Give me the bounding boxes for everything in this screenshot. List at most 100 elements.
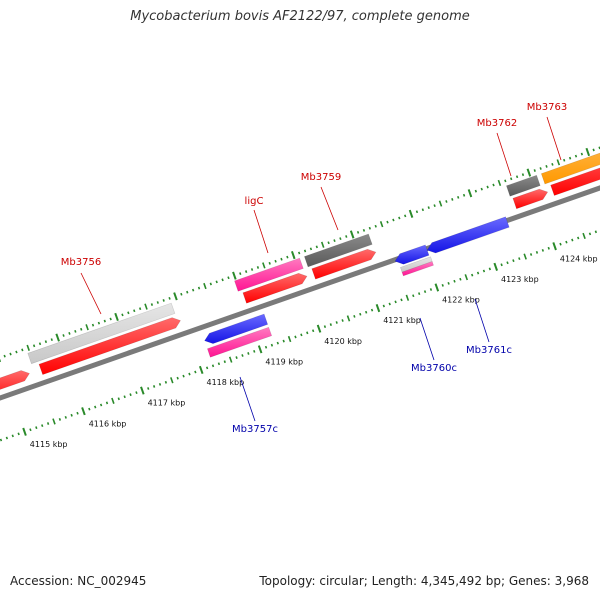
scale-tick [144, 303, 148, 310]
scale-tick [379, 221, 384, 228]
scale-tick [221, 278, 224, 282]
scale-tick [405, 294, 410, 301]
scale-tick [412, 294, 415, 298]
scale-tick [203, 282, 207, 290]
scale-tick [257, 345, 263, 354]
scale-tick [518, 257, 521, 261]
leader-line-mb3756 [80, 272, 102, 315]
scale-tick [429, 288, 433, 291]
scale-tick [512, 259, 515, 263]
scale-tick-label: 4115 kbp [30, 440, 68, 449]
scale-tick [552, 242, 557, 251]
scale-tick [223, 360, 226, 364]
scale-tick-label: 4119 kbp [265, 357, 303, 366]
scale-tick [370, 308, 374, 312]
gene-bar-mb3757c [207, 326, 273, 358]
scale-tick [186, 290, 189, 294]
feature-label-mb3757c: Mb3757c [232, 424, 278, 435]
scale-tick [582, 232, 586, 240]
feature-label-mb3760c: Mb3760c [411, 363, 457, 374]
scale-tick [515, 175, 519, 179]
feature-label-mb3756: Mb3756 [61, 257, 101, 268]
scale-tick [526, 168, 532, 177]
scale-tick [264, 345, 268, 349]
scale-tick [339, 237, 342, 240]
scale-tick [173, 292, 178, 301]
scale-tick [41, 424, 44, 428]
scale-tick [103, 319, 106, 323]
gene-bar-mb3762 [506, 174, 541, 197]
scale-tick [388, 302, 391, 306]
scale-tick [228, 356, 233, 363]
scale-tick [64, 415, 67, 419]
scale-tick-label: 4121 kbp [383, 316, 421, 325]
scale-tick [3, 354, 6, 358]
scale-tick [97, 321, 101, 325]
scale-tick [577, 236, 580, 240]
scale-tick [138, 307, 142, 311]
scale-tick [474, 189, 478, 193]
scale-tick [147, 387, 150, 390]
scale-tick [438, 200, 443, 207]
scale-tick [571, 238, 574, 242]
scale-tick [197, 286, 201, 290]
scale-tick [559, 242, 562, 246]
gene-bar-mb3760c [401, 261, 434, 277]
scale-tick [462, 193, 466, 197]
scale-tick [421, 208, 424, 212]
scale-tick [232, 271, 237, 280]
scale-tick [359, 312, 362, 316]
scale-tick [291, 250, 296, 260]
scale-tick [346, 315, 351, 322]
scale-tick [445, 200, 448, 203]
scale-tick [150, 303, 154, 306]
gene-bar-mb3759 [304, 233, 373, 268]
scale-tick-label: 4123 kbp [501, 275, 539, 284]
scale-tick [580, 152, 584, 156]
scale-tick [44, 340, 48, 344]
scale-tick [306, 331, 309, 335]
leader-line-ligc [253, 209, 269, 254]
scale-tick [133, 309, 136, 313]
scale-tick [294, 335, 297, 339]
scale-tick [88, 407, 91, 411]
scale-tick [486, 185, 489, 189]
scale-tick [9, 352, 12, 356]
scale-tick [415, 210, 419, 214]
scale-tick [539, 167, 542, 170]
scale-tick [17, 432, 20, 436]
scale-tick [565, 240, 568, 244]
scale-tick [457, 195, 460, 199]
scale-tick [423, 290, 427, 293]
feature-label-ligc: ligC [245, 196, 264, 207]
scale-tick [404, 214, 407, 218]
scale-tick [0, 438, 3, 442]
scale-tick [135, 391, 138, 395]
scale-tick [32, 344, 36, 348]
scale-tick [26, 344, 30, 351]
scale-tick [162, 299, 165, 302]
scale-tick [170, 377, 174, 384]
scale-tick [117, 397, 120, 401]
cds-arrow-ligc [242, 272, 308, 304]
scale-tick [111, 397, 115, 404]
scale-tick [109, 317, 112, 321]
scale-tick [368, 226, 371, 230]
scale-tick [447, 281, 450, 285]
gene-arrow-mb3760c [394, 244, 430, 265]
scale-tick [356, 231, 360, 234]
scale-tick [529, 253, 533, 256]
scale-tick [556, 159, 561, 166]
scale-tick [320, 241, 325, 248]
scale-tick [353, 314, 356, 318]
scale-tick [392, 218, 395, 222]
scale-tick [52, 418, 56, 425]
feature-label-mb3759: Mb3759 [301, 172, 341, 183]
scale-tick [547, 246, 550, 250]
scale-tick [418, 292, 421, 296]
gene-bar-mb3756 [27, 302, 176, 365]
scale-tick [493, 262, 499, 271]
scale-tick [375, 303, 381, 313]
scale-tick [316, 324, 322, 333]
